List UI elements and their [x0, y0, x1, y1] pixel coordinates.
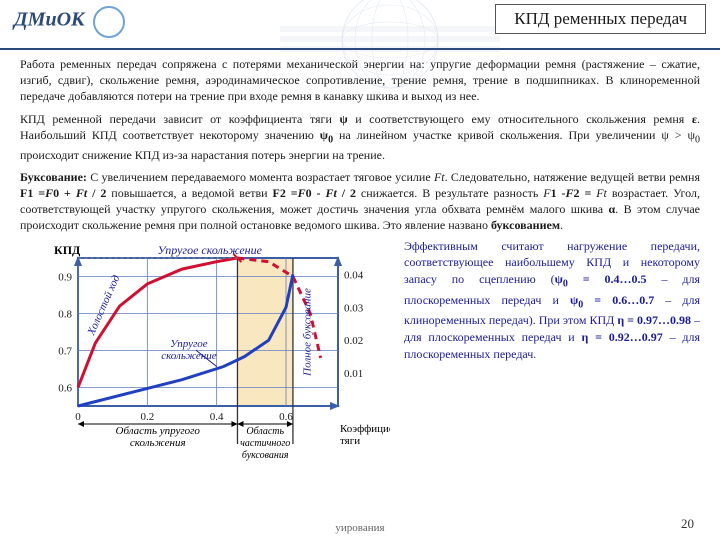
svg-text:КПД: КПД [54, 243, 81, 257]
footer-text: уирования [0, 522, 720, 534]
svg-text:Коэффициент: Коэффициент [340, 423, 390, 435]
logo-gear-icon [93, 6, 125, 38]
svg-text:тяги: тяги [340, 435, 360, 447]
svg-text:Полное буксование: Полное буксование [301, 288, 313, 377]
page-title: КПД ременных передач [495, 4, 706, 34]
svg-text:Упругое: Упругое [170, 337, 208, 349]
paragraph-1: Работа ременных передач сопряжена с поте… [0, 50, 720, 105]
svg-text:0.04: 0.04 [344, 269, 364, 281]
svg-text:0.02: 0.02 [344, 335, 363, 347]
svg-text:0.4: 0.4 [210, 411, 224, 423]
paragraph-2: КПД ременной передачи зависит от коэффиц… [0, 105, 720, 163]
svg-text:0.9: 0.9 [58, 271, 72, 283]
logo-text: ДМиОК [14, 9, 85, 31]
svg-text:0.8: 0.8 [58, 308, 72, 320]
svg-text:0.6: 0.6 [279, 411, 293, 423]
svg-text:0.6: 0.6 [58, 382, 72, 394]
svg-text:Область: Область [246, 426, 284, 437]
svg-text:0.2: 0.2 [140, 411, 154, 423]
side-paragraph: Эффективным считают нагружение передачи,… [404, 238, 700, 363]
svg-text:0.03: 0.03 [344, 302, 364, 314]
header: ДМиОК КПД ременных передач [0, 0, 720, 46]
svg-text:буксования: буксования [242, 450, 289, 461]
svg-text:0: 0 [75, 411, 81, 423]
svg-text:Область упругого: Область упругого [116, 425, 201, 437]
svg-text:скольжения: скольжения [130, 437, 186, 449]
svg-text:Упругое скольжение: Упругое скольжение [158, 243, 263, 257]
svg-text:частичного: частичного [240, 438, 290, 449]
kpd-chart: 0.6 0.7 0.8 0.9 0.01 0.02 0.03 0.04 0 0.2 0.4 0.6 КП… [20, 238, 390, 468]
page-number: 20 [681, 516, 694, 532]
paragraph-3: Буксование: С увеличением передаваемого … [0, 163, 720, 234]
svg-text:0.01: 0.01 [344, 368, 363, 380]
svg-text:0.7: 0.7 [58, 345, 72, 357]
